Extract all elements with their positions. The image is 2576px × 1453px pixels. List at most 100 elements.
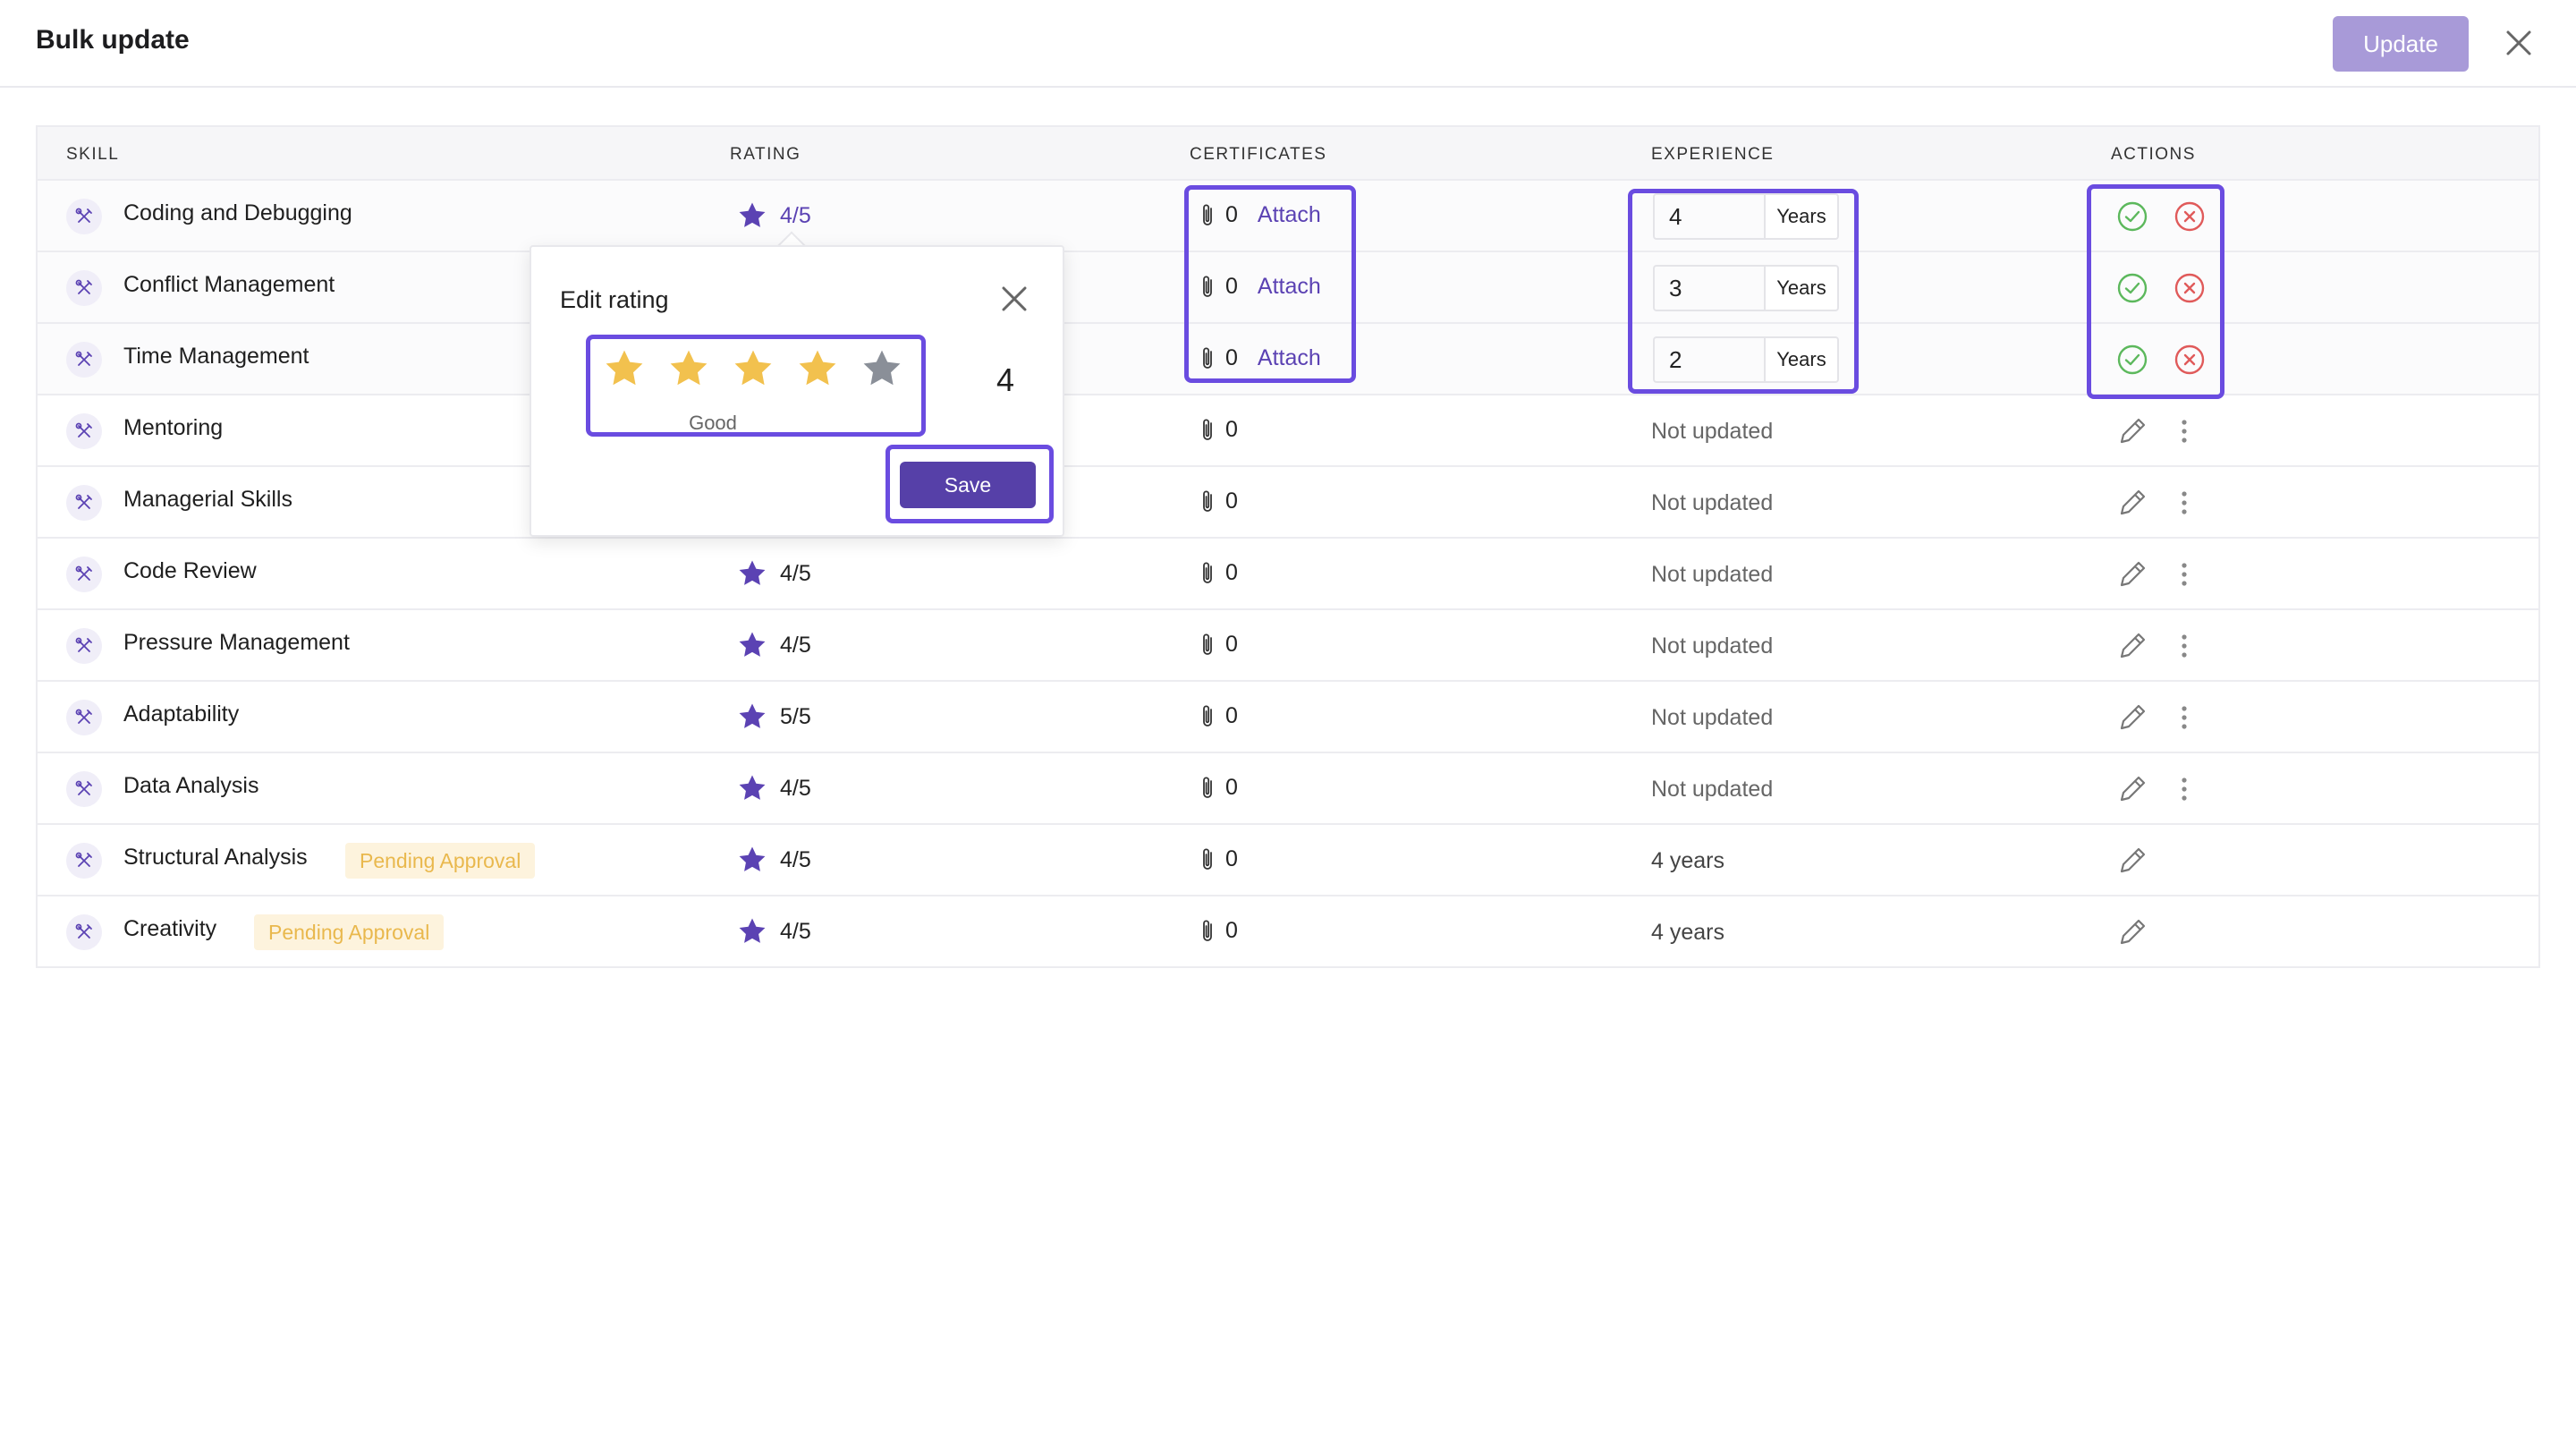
column-header-rating[interactable]: RATING (730, 145, 801, 164)
column-header-certificates[interactable]: CERTIFICATES (1190, 145, 1327, 164)
certificate-count: 0 (1225, 918, 1238, 943)
star-rating-input[interactable] (603, 347, 903, 390)
save-button[interactable]: Save (900, 462, 1036, 508)
column-header-actions: ACTIONS (2111, 145, 2196, 164)
certificate-count: 0 (1225, 775, 1238, 800)
rating-cell[interactable]: 4/5 (737, 558, 811, 589)
skill-name: Data Analysis (123, 773, 259, 798)
certificate-count: 0 (1225, 703, 1238, 728)
more-vertical-icon (2182, 777, 2187, 801)
experience-value: Not updated (1651, 490, 1774, 515)
star-icon[interactable] (860, 347, 903, 390)
skill-name: Managerial Skills (123, 487, 292, 512)
more-vertical-icon[interactable] (2179, 557, 2190, 597)
tools-icon (66, 342, 102, 378)
pencil-icon[interactable] (2114, 843, 2150, 883)
check-circle-icon[interactable] (2114, 342, 2150, 382)
pencil-icon[interactable] (2114, 771, 2150, 811)
pencil-icon (2120, 704, 2146, 730)
rating-label: Good (689, 412, 737, 434)
attach-link[interactable]: Attach (1257, 274, 1321, 299)
pencil-icon[interactable] (2114, 557, 2150, 597)
star-icon (739, 918, 766, 943)
pencil-icon[interactable] (2114, 413, 2150, 454)
rating-cell[interactable]: 4/5 (737, 773, 811, 803)
check-circle-icon[interactable] (2114, 199, 2150, 239)
experience-input[interactable]: 4 (1653, 193, 1764, 240)
rating-cell[interactable]: 4/5 (737, 200, 811, 231)
experience-value: Not updated (1651, 419, 1774, 444)
certificates-cell: 0 (1199, 489, 1238, 514)
pencil-icon (2120, 919, 2146, 945)
certificates-cell: 0 (1199, 703, 1238, 729)
star-icon[interactable] (732, 347, 775, 390)
skill-name: Structural Analysis (123, 845, 308, 870)
paperclip-icon (1203, 490, 1212, 512)
more-vertical-icon (2182, 491, 2187, 514)
table-row: Conflict Management 0 Attach 3 Years (38, 252, 2538, 324)
paperclip-icon (1203, 562, 1212, 583)
star-icon (737, 630, 767, 660)
experience-unit[interactable]: Years (1764, 336, 1839, 383)
rating-value: 4/5 (780, 632, 811, 658)
more-vertical-icon[interactable] (2179, 700, 2190, 740)
paperclip-icon (1203, 276, 1212, 297)
x-circle-icon[interactable] (2172, 199, 2207, 239)
pencil-icon[interactable] (2114, 485, 2150, 525)
column-header-skill[interactable]: SKILL (66, 145, 120, 164)
skill-name: Coding and Debugging (123, 200, 352, 225)
x-circle-icon[interactable] (2172, 342, 2207, 382)
pencil-icon[interactable] (2114, 628, 2150, 668)
paperclip-icon (1203, 705, 1212, 726)
certificate-count: 0 (1225, 489, 1238, 514)
experience-value: Not updated (1651, 705, 1774, 730)
paperclip-icon (1203, 848, 1212, 870)
update-button[interactable]: Update (2333, 16, 2469, 72)
skill-name: Pressure Management (123, 630, 350, 655)
column-header-experience[interactable]: EXPERIENCE (1651, 145, 1775, 164)
certificates-cell: 0 Attach (1199, 345, 1321, 371)
paperclip-icon (1203, 419, 1212, 440)
skill-name: Creativity (123, 916, 217, 941)
star-icon[interactable] (603, 347, 646, 390)
experience-value: Not updated (1651, 777, 1774, 802)
certificates-cell: 0 (1199, 846, 1238, 872)
experience-input[interactable]: 2 (1653, 336, 1764, 383)
certificates-cell: 0 (1199, 417, 1238, 443)
star-icon (739, 560, 766, 585)
pencil-icon[interactable] (2114, 914, 2150, 955)
more-vertical-icon[interactable] (2179, 628, 2190, 668)
close-icon[interactable] (996, 281, 1032, 317)
check-circle-icon (2117, 201, 2148, 232)
rating-cell[interactable]: 5/5 (737, 701, 811, 732)
star-icon (737, 916, 767, 947)
experience-unit[interactable]: Years (1764, 265, 1839, 311)
attach-link[interactable]: Attach (1257, 345, 1321, 370)
more-vertical-icon[interactable] (2179, 413, 2190, 454)
skill-name: Conflict Management (123, 272, 335, 297)
star-icon (739, 775, 766, 800)
more-vertical-icon (2182, 420, 2187, 443)
pencil-icon (2120, 847, 2146, 873)
pencil-icon[interactable] (2114, 700, 2150, 740)
tools-icon (66, 843, 102, 879)
more-vertical-icon[interactable] (2179, 485, 2190, 525)
check-circle-icon[interactable] (2114, 270, 2150, 310)
certificate-count: 0 (1225, 274, 1238, 299)
more-vertical-icon[interactable] (2179, 771, 2190, 811)
rating-cell[interactable]: 4/5 (737, 845, 811, 875)
star-icon[interactable] (667, 347, 710, 390)
x-circle-icon[interactable] (2172, 270, 2207, 310)
star-icon[interactable] (796, 347, 839, 390)
experience-value: Not updated (1651, 562, 1774, 587)
rating-cell[interactable]: 4/5 (737, 916, 811, 947)
rating-cell[interactable]: 4/5 (737, 630, 811, 660)
close-icon[interactable] (2501, 25, 2537, 61)
rating-value: 4/5 (780, 846, 811, 872)
star-icon (739, 632, 766, 657)
table-row: Time Management 0 Attach 2 Years (38, 324, 2538, 395)
certificates-cell: 0 (1199, 632, 1238, 658)
experience-input[interactable]: 3 (1653, 265, 1764, 311)
attach-link[interactable]: Attach (1257, 202, 1321, 227)
experience-unit[interactable]: Years (1764, 193, 1839, 240)
